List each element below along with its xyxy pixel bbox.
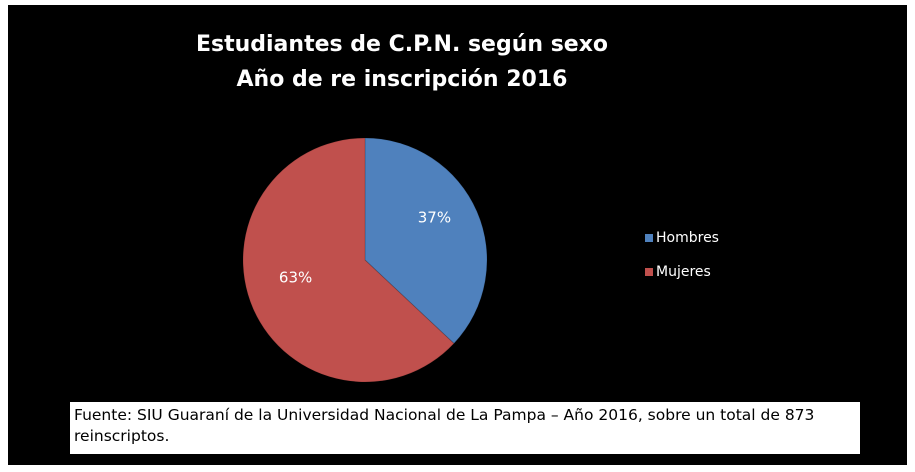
chart-subtitle: Año de re inscripción 2016 [237,67,568,92]
data-label: 63% [279,269,312,287]
legend-swatch [645,234,653,242]
data-label: 37% [418,208,451,226]
chart-title: Estudiantes de C.P.N. según sexo [196,32,608,57]
pie-slice [242,137,455,383]
legend-label: Mujeres [656,264,711,280]
pie-slice [364,137,488,345]
legend-swatch [645,268,653,276]
legend-label: Hombres [656,230,719,246]
source-note: Fuente: SIU Guaraní de la Universidad Na… [70,402,860,454]
